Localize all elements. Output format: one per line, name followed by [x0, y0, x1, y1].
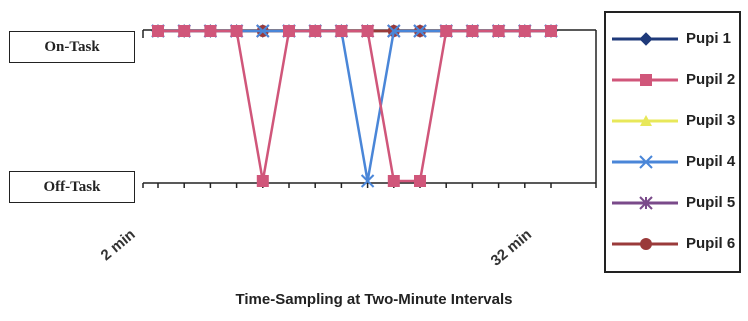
- legend-swatch-marker: [639, 155, 653, 169]
- series-2-point: [152, 25, 164, 37]
- series-2-point: [256, 175, 269, 187]
- legend-swatch: [612, 238, 678, 250]
- legend-swatch: [612, 115, 678, 126]
- series-4-point: [413, 24, 427, 38]
- series-2-point: [466, 25, 479, 37]
- series-2-point: [414, 175, 426, 187]
- series-2-point: [335, 25, 348, 37]
- series-2-point: [309, 25, 322, 37]
- series-4-point: [360, 174, 375, 188]
- legend-label: Pupil 6: [686, 235, 736, 252]
- legend-label: Pupil 3: [686, 112, 736, 129]
- series-4-line: [158, 29, 551, 182]
- legend-label: Pupil 2: [686, 71, 736, 88]
- legend-item: Pupil 5: [606, 185, 741, 221]
- legend-item: Pupil 2: [606, 62, 741, 98]
- series-2-point: [440, 25, 453, 37]
- series-4-point: [387, 24, 401, 38]
- legend-swatch-marker: [640, 238, 652, 250]
- y-tick-label-off-task: Off-Task: [9, 171, 135, 203]
- series-2-point: [387, 175, 400, 187]
- y-tick-label-on-task: On-Task: [9, 31, 135, 63]
- legend-swatch: [612, 32, 678, 46]
- legend-item: Pupil 4: [606, 144, 741, 180]
- series-2-point: [230, 25, 243, 37]
- x-axis-title: Time-Sampling at Two-Minute Intervals: [235, 291, 513, 308]
- legend-swatch-marker: [639, 32, 653, 46]
- series-layer: [151, 24, 558, 188]
- series-2-line: [158, 29, 551, 183]
- legend-item: Pupi 1: [606, 21, 741, 57]
- series-4: [151, 24, 558, 188]
- legend-label: Pupil 5: [686, 194, 736, 211]
- legend-swatch-marker: [640, 115, 652, 126]
- legend-swatch: [612, 196, 678, 210]
- legend-label: Pupi 1: [686, 30, 732, 47]
- legend-swatch-marker: [640, 74, 652, 86]
- series-2-point: [361, 25, 374, 37]
- legend-swatch-marker: [639, 196, 653, 210]
- legend-swatch: [612, 155, 678, 169]
- legend-swatch: [612, 74, 678, 86]
- legend: Pupi 1 Pupil 2 Pupil 3 Pupil 4 Pupil 5 Pupil …: [604, 11, 741, 273]
- series-4-point: [256, 24, 270, 38]
- series-2-point: [492, 25, 505, 37]
- series-2-point: [204, 25, 217, 37]
- legend-item: Pupil 3: [606, 103, 741, 139]
- series-2: [152, 25, 557, 187]
- legend-item: Pupil 6: [606, 226, 741, 262]
- series-2-point: [518, 25, 531, 37]
- series-2-point: [545, 25, 557, 37]
- series-2-point: [178, 25, 191, 37]
- series-2-point: [283, 25, 295, 37]
- legend-label: Pupil 4: [686, 153, 736, 170]
